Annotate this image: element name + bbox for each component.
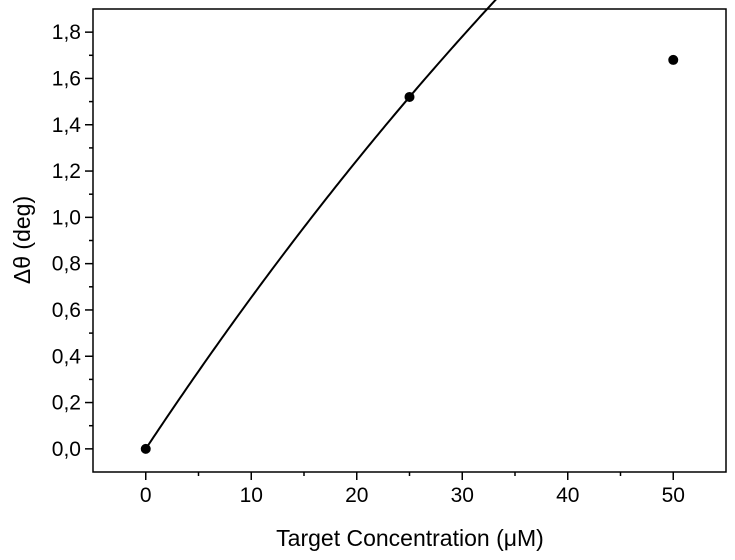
y-tick-label: 0,0 xyxy=(52,438,81,461)
y-tick-label: 0,2 xyxy=(52,392,81,415)
x-axis-ticks: 0 10 20 30 40 50 xyxy=(140,472,685,507)
y-tick-label: 1,2 xyxy=(52,160,81,183)
x-tick-label: 50 xyxy=(662,484,685,507)
fit-curve xyxy=(144,0,497,450)
data-point xyxy=(140,443,151,454)
x-axis-title: Target Concentration (μM) xyxy=(276,525,544,551)
x-tick-label: 40 xyxy=(556,484,579,507)
y-tick-label: 1,4 xyxy=(52,114,82,137)
y-tick-label: 0,6 xyxy=(52,299,81,322)
y-tick-label: 1,6 xyxy=(52,67,81,90)
data-points xyxy=(140,54,679,454)
x-tick-label: 0 xyxy=(140,484,152,507)
x-tick-label: 30 xyxy=(451,484,474,507)
y-axis-ticks: 0,0 0,2 0,4 0,6 0,8 1,0 1,2 1,4 1,6 1,8 xyxy=(52,21,93,461)
y-tick-label: 0,8 xyxy=(52,253,81,276)
y-tick-label: 0,4 xyxy=(52,345,82,368)
data-point xyxy=(668,54,679,65)
y-tick-label: 1,8 xyxy=(52,21,81,44)
x-tick-label: 10 xyxy=(240,484,263,507)
y-axis-title: Δθ (deg) xyxy=(9,196,35,284)
x-tick-label: 20 xyxy=(345,484,368,507)
data-point xyxy=(404,91,415,102)
y-tick-label: 1,0 xyxy=(52,206,81,229)
plot-frame xyxy=(92,8,727,473)
